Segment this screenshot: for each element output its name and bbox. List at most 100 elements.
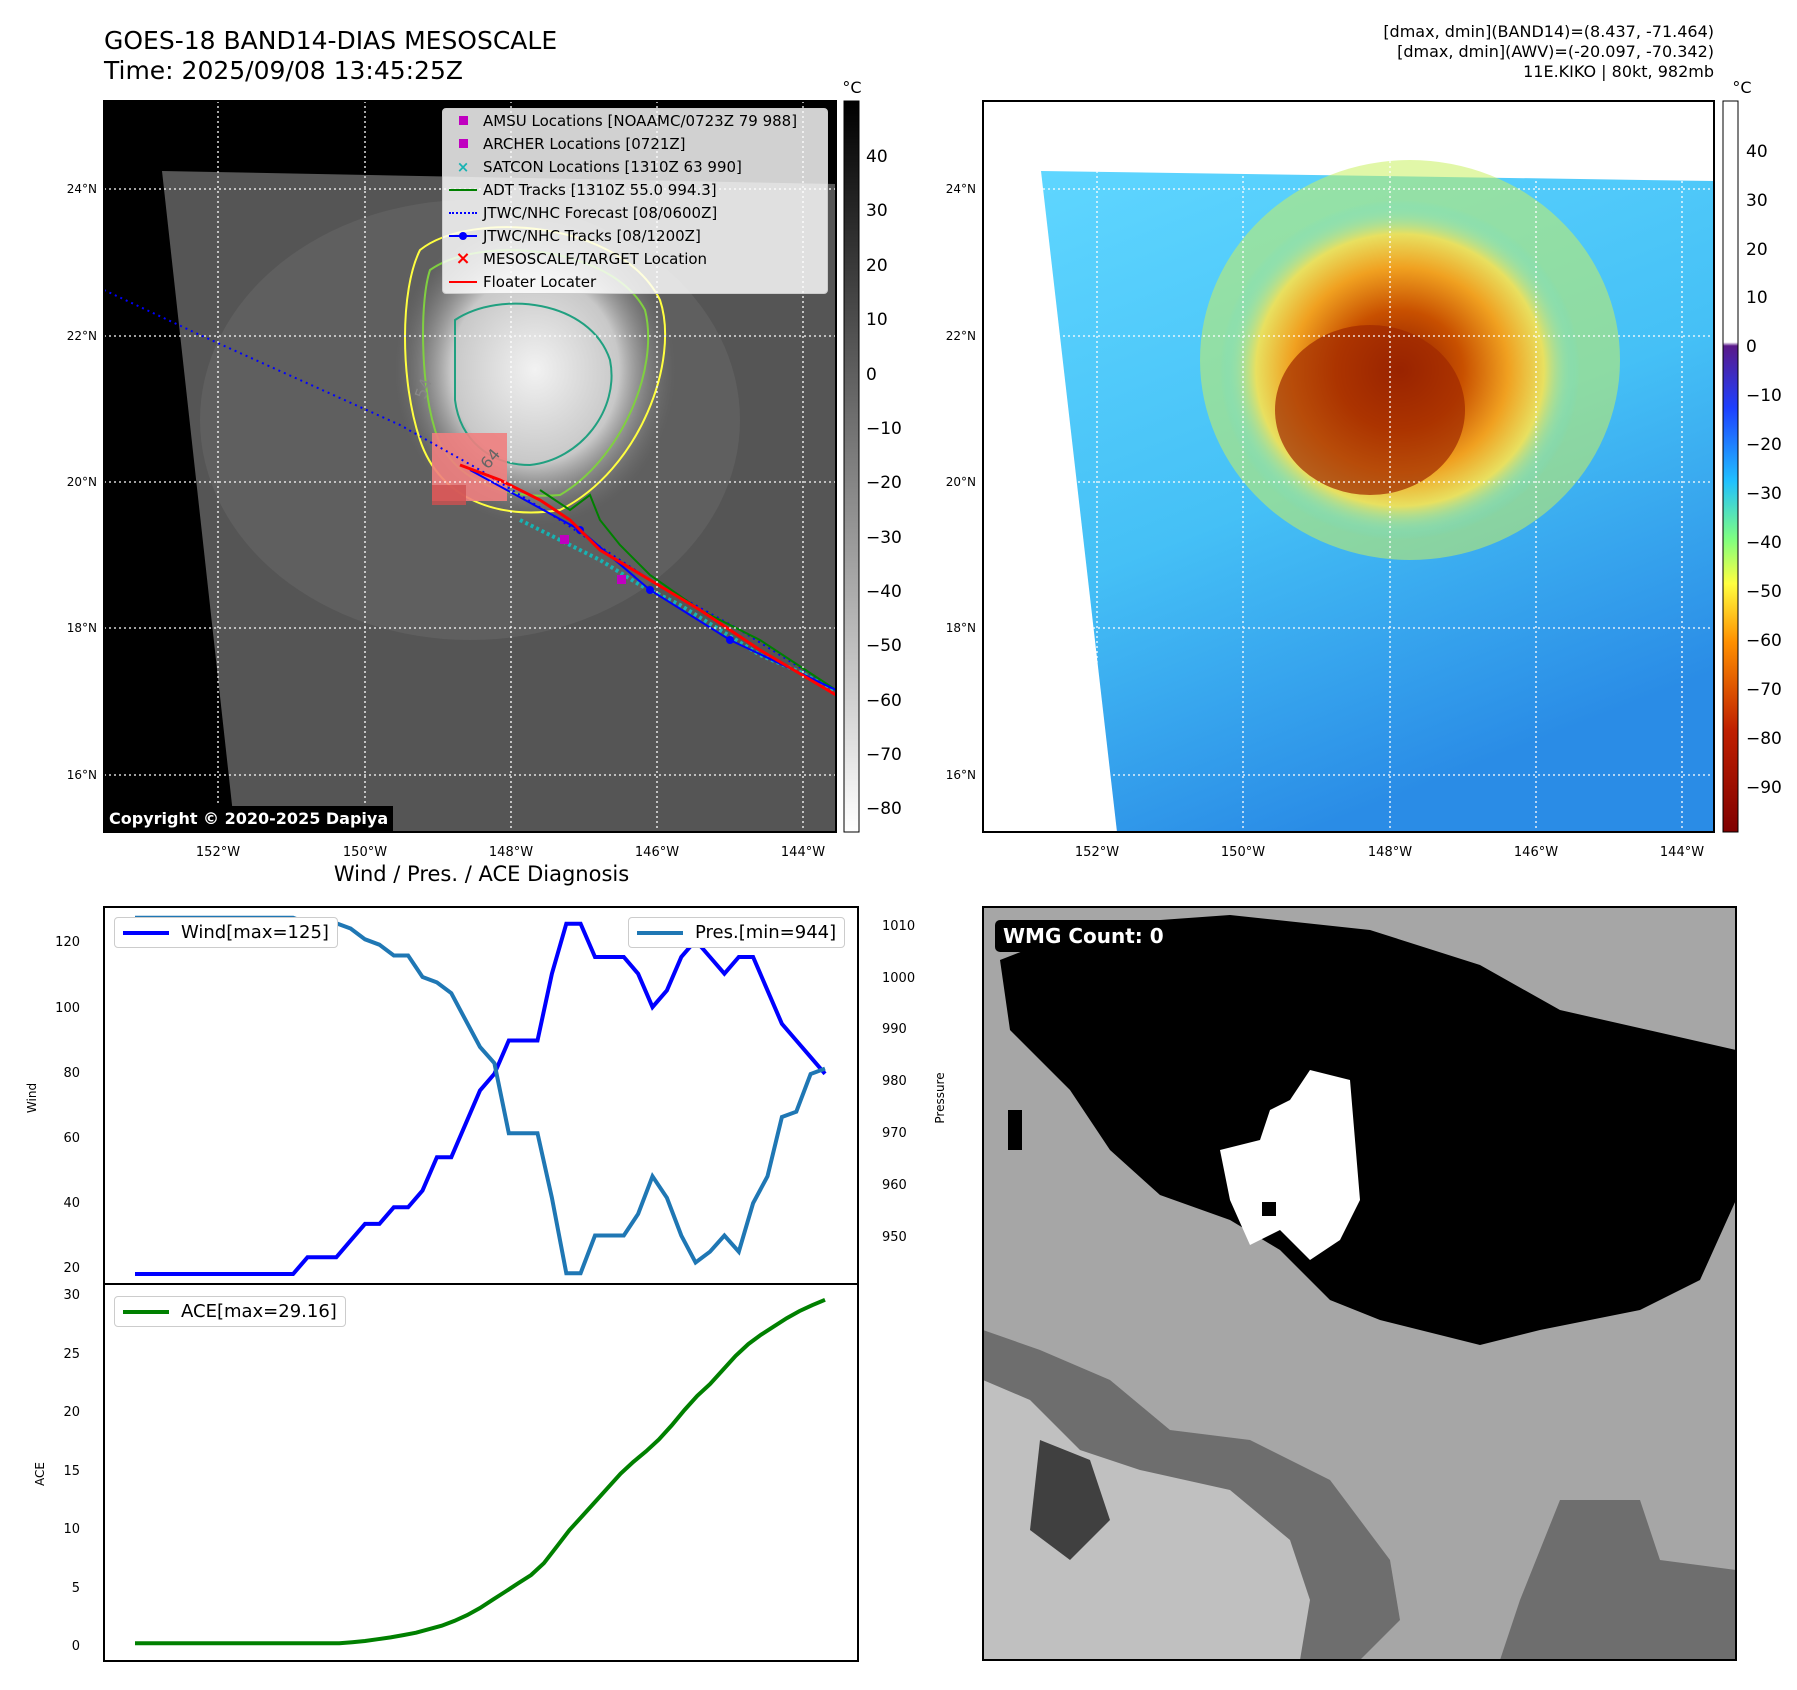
wmg-gray-patch	[1500, 1500, 1736, 1660]
ir-frame	[103, 100, 837, 833]
ir-tick: 40	[866, 147, 888, 167]
ir-tick: 30	[866, 201, 888, 221]
pressure-tick: 990	[882, 1022, 907, 1037]
ace-tick: 0	[72, 1639, 80, 1654]
awv-map	[983, 101, 1714, 832]
target-box	[432, 485, 466, 505]
adt-track	[539, 489, 836, 691]
jtwc-point	[726, 636, 734, 644]
lon-tick: 146°W	[1514, 845, 1558, 860]
wind-swatch	[123, 930, 169, 935]
awv-tick: −20	[1746, 435, 1782, 455]
awv-colorbar	[1722, 100, 1739, 833]
ir-colorbar-unit: °C	[842, 78, 861, 97]
ir-tick: −30	[866, 528, 902, 548]
legend-label: AMSU Locations [NOAAMC/0723Z 79 988]	[483, 111, 798, 130]
lat-tick: 18°N	[946, 621, 976, 635]
info-awv: [dmax, dmin](AWV)=(-20.097, -70.342)	[1397, 42, 1714, 61]
ir-tick: −20	[866, 473, 902, 493]
pressure-tick: 1010	[882, 919, 915, 934]
diagnosis-title: Wind / Pres. / ACE Diagnosis	[333, 862, 630, 886]
ir-tick: 0	[866, 365, 877, 385]
wmg-eye	[1220, 1070, 1360, 1260]
legend-label: ADT Tracks [1310Z 55.0 994.3]	[483, 180, 717, 199]
awv-frame	[982, 100, 1715, 833]
wmg-panel	[982, 906, 1737, 1661]
ace-legend-label: ACE[max=29.16]	[181, 1301, 337, 1322]
line-dot-icon	[443, 231, 483, 240]
pressure-tick: 960	[882, 1178, 907, 1193]
ace-tick: 10	[63, 1522, 80, 1537]
awv-tick: 0	[1746, 337, 1757, 357]
lon-tick: 146°W	[635, 845, 679, 860]
wind-legend-label: Wind[max=125]	[181, 922, 329, 943]
ir-tick: −50	[866, 636, 902, 656]
awv-tick: −80	[1746, 729, 1782, 749]
awv-tick: −40	[1746, 533, 1782, 553]
ace-swatch	[123, 1309, 169, 1314]
line-icon	[443, 188, 483, 191]
awv-grid	[983, 101, 1714, 832]
awv-tick: 30	[1746, 191, 1768, 211]
title-line: GOES-18 BAND14-DIAS MESOSCALE	[104, 26, 558, 55]
legend-label: ARCHER Locations [0721Z]	[483, 134, 686, 153]
lon-tick: 148°W	[489, 845, 533, 860]
lon-tick: 150°W	[343, 845, 387, 860]
pressure-legend: Pres.[min=944]	[628, 917, 846, 948]
awv-colorbar-ticks: 40 30 20 10 0 −10 −20 −30 −40 −50 −60 −7…	[1746, 142, 1782, 798]
legend-item-archer: ARCHER Locations [0721Z]	[443, 132, 827, 155]
ir-tick: −60	[866, 691, 902, 711]
pressure-ticks: 950 960 970 980 990 1000 1010	[882, 919, 915, 1245]
awv-tick: 20	[1746, 240, 1768, 260]
ace-tick: 15	[63, 1464, 80, 1479]
pressure-legend-label: Pres.[min=944]	[695, 922, 837, 943]
ace-tick: 30	[63, 1288, 80, 1303]
lat-tick: 16°N	[67, 768, 97, 782]
lat-tick: 16°N	[946, 768, 976, 782]
legend-item-mesoscale: × MESOSCALE/TARGET Location	[443, 247, 827, 270]
ir-tick: −70	[866, 745, 902, 765]
floater-track	[459, 463, 836, 697]
series-layer	[135, 915, 827, 1646]
legend-item-floater: Floater Locater	[443, 270, 827, 293]
legend-item-forecast: JTWC/NHC Forecast [08/0600Z]	[443, 201, 827, 224]
lat-tick: 20°N	[946, 475, 976, 489]
lat-tick: 22°N	[946, 329, 976, 343]
legend-label: Floater Locater	[483, 272, 597, 291]
wind-tick: 120	[55, 935, 80, 950]
time-line: Time: 2025/09/08 13:45:25Z	[104, 56, 463, 85]
wind-tick: 60	[63, 1131, 80, 1146]
info-band14: [dmax, dmin](BAND14)=(8.437, -71.464)	[1383, 22, 1714, 41]
awv-colorbar-unit: °C	[1732, 78, 1751, 97]
square-icon	[443, 139, 483, 148]
x-icon: ×	[456, 157, 470, 176]
lat-tick: 24°N	[946, 182, 976, 196]
wind-tick: 100	[55, 1001, 80, 1016]
ir-lon-ticks: 152°W 150°W 148°W 146°W 144°W	[196, 845, 825, 860]
pressure-axis-label: Pressure	[933, 1072, 947, 1123]
wmg-block	[1008, 1110, 1022, 1150]
wind-axis-label: Wind	[25, 1083, 39, 1113]
ir-tick: −10	[866, 419, 902, 439]
info-storm: 11E.KIKO | 80kt, 982mb	[1523, 62, 1714, 81]
lon-tick: 152°W	[1075, 845, 1119, 860]
awv-core	[1275, 325, 1465, 495]
copyright-label: Copyright © 2020-2025 Dapiya	[104, 806, 394, 831]
map-legend: AMSU Locations [NOAAMC/0723Z 79 988] ARC…	[442, 108, 828, 294]
wind-tick: 80	[63, 1066, 80, 1081]
awv-tick: −30	[1746, 484, 1782, 504]
legend-item-adt: ADT Tracks [1310Z 55.0 994.3]	[443, 178, 827, 201]
amsu-marker	[560, 535, 569, 544]
lon-tick: 144°W	[781, 845, 825, 860]
jtwc-point	[646, 586, 654, 594]
awv-tick: −90	[1746, 778, 1782, 798]
legend-label: JTWC/NHC Forecast [08/0600Z]	[483, 203, 718, 222]
legend-label: MESOSCALE/TARGET Location	[483, 249, 708, 268]
figure-title: GOES-18 BAND14-DIAS MESOSCALE Time: 2025/…	[104, 26, 557, 86]
lon-tick: 148°W	[1368, 845, 1412, 860]
line-icon	[443, 280, 483, 283]
wind-ticks: 20 40 60 80 100 120	[55, 935, 80, 1276]
ace-tick: 25	[63, 1347, 80, 1362]
ace-line	[135, 1297, 826, 1646]
